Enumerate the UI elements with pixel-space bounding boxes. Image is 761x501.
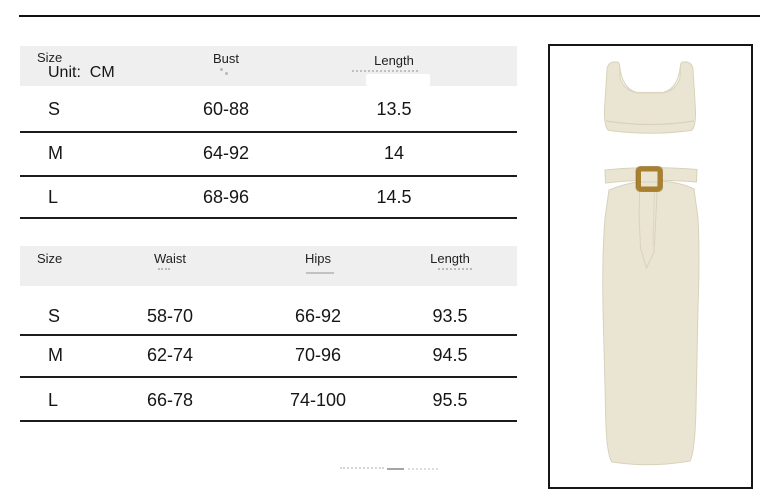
length-cell: 13.5: [376, 99, 412, 119]
top-divider: [19, 15, 760, 17]
smudge-artifact: [438, 268, 472, 270]
size-cell: L: [48, 390, 59, 410]
table-row: S 58-70 66-92 93.5: [20, 304, 517, 328]
length-cell: 94.5: [432, 345, 468, 365]
unit-label: Unit: CM: [48, 64, 115, 81]
length-cell: 93.5: [432, 306, 468, 326]
column-header-length: Length: [430, 251, 470, 266]
table-row: M 62-74 70-96 94.5: [20, 343, 517, 367]
column-header-waist: Waist: [153, 251, 187, 266]
smudge-artifact: [387, 468, 404, 470]
table-row: M 64-92 14: [20, 141, 517, 165]
bust-cell: 60-88: [202, 99, 250, 119]
hips-cell: 66-92: [294, 306, 342, 326]
smudge-artifact: [408, 468, 438, 470]
belt-buckle-outline: [635, 166, 663, 192]
row-divider: [20, 175, 517, 177]
bust-cell: 68-96: [202, 187, 250, 207]
crop-top-neckline: [618, 65, 682, 94]
size-cell: M: [48, 143, 63, 163]
length-cell: 14.5: [376, 187, 412, 207]
column-header-bust: Bust: [212, 51, 239, 66]
crop-top-hem-seam: [605, 120, 695, 126]
size-cell: S: [48, 306, 61, 326]
product-photo: [548, 44, 753, 489]
waist-cell: 66-78: [146, 390, 194, 410]
column-header-size: Size: [37, 50, 63, 65]
table-row: S 60-88 13.5: [20, 97, 517, 121]
belt-buckle: [636, 166, 663, 192]
crop-top: [603, 61, 697, 134]
column-header-length: Length: [374, 53, 414, 68]
waist-cell: 58-70: [146, 306, 194, 326]
bust-cell: 64-92: [202, 143, 250, 163]
row-divider: [20, 217, 517, 219]
belt-strap: [639, 171, 659, 185]
smudge-artifact: [158, 268, 170, 270]
belt-tail-crease: [652, 185, 655, 247]
row-divider: [20, 420, 517, 422]
size-cell: M: [48, 345, 63, 365]
smudge-artifact: [340, 467, 384, 469]
hips-cell: 70-96: [294, 345, 342, 365]
row-divider: [20, 334, 517, 336]
table-row: L 66-78 74-100 95.5: [20, 388, 517, 412]
product-photo-illustration: [602, 61, 700, 466]
waist-cell: 62-74: [146, 345, 194, 365]
skirt: [602, 180, 700, 466]
row-divider: [20, 376, 517, 378]
smudge-artifact: [352, 70, 418, 72]
smudge-artifact: [225, 72, 228, 75]
smudge-artifact: [306, 272, 334, 274]
size-cell: S: [48, 99, 61, 119]
smudge-artifact: [220, 68, 223, 71]
erased-text-patch: [366, 74, 430, 86]
column-header-hips: Hips: [304, 251, 331, 266]
table-row: L 68-96 14.5: [20, 185, 517, 209]
length-cell: 95.5: [432, 390, 468, 410]
length-cell: 14: [383, 143, 405, 163]
bottom-table-header-band: Size Waist Hips Length: [20, 246, 517, 286]
size-cell: L: [48, 187, 59, 207]
hips-cell: 74-100: [289, 390, 347, 410]
column-header-size: Size: [37, 251, 63, 266]
row-divider: [20, 131, 517, 133]
top-table-header-band: Size Unit: CM Bust Length: [20, 46, 517, 86]
